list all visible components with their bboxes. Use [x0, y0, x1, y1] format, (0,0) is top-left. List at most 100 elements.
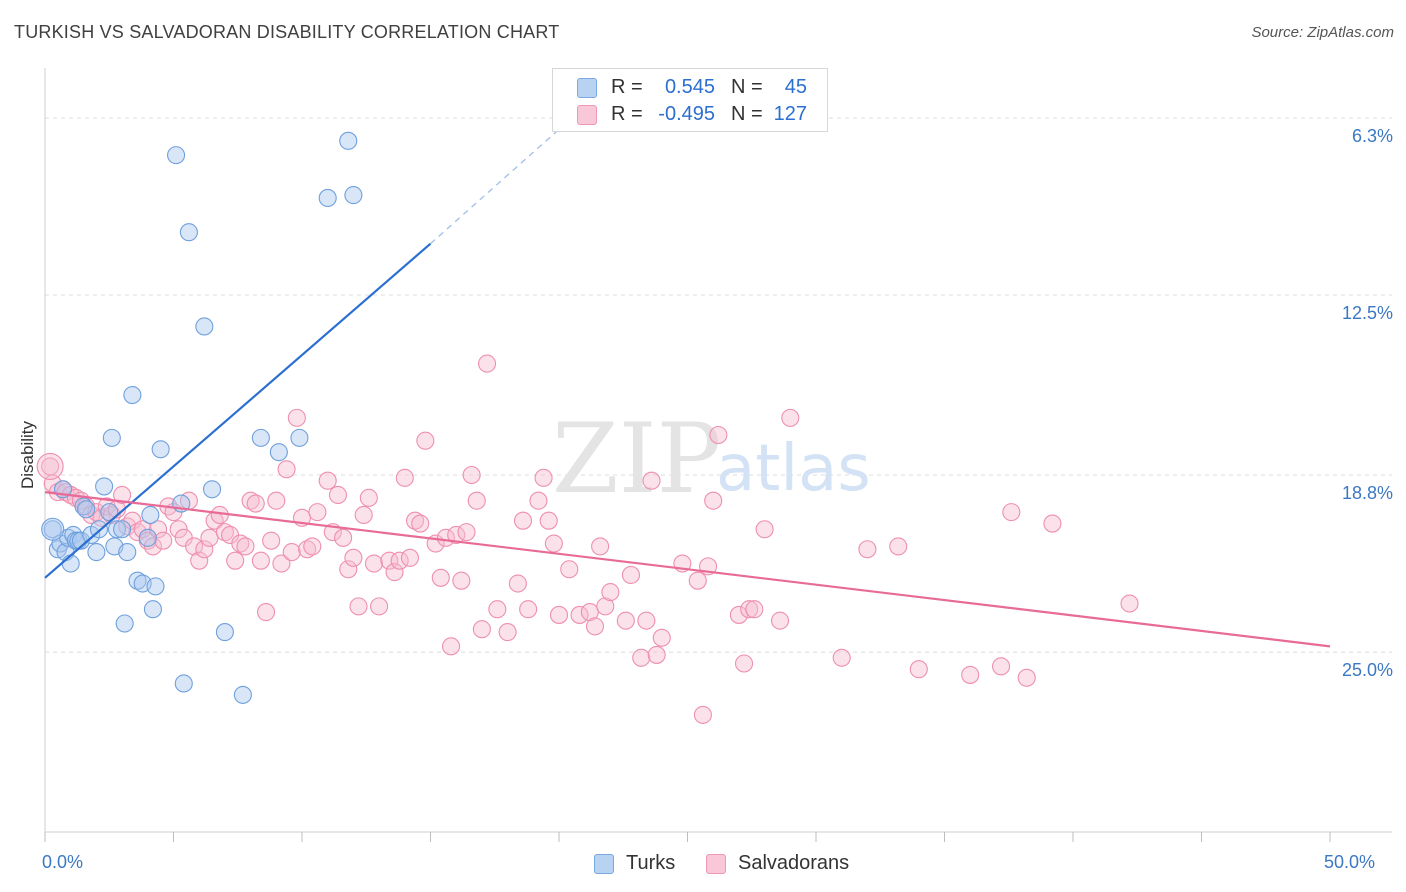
turks-point: [174, 674, 193, 693]
turks-point: [141, 505, 160, 525]
axis-layer: [44, 68, 1392, 842]
salvadorans-legend-swatch: [706, 854, 726, 874]
salvadorans-point: [364, 554, 384, 573]
salvadorans-swatch: [577, 105, 597, 125]
salvadorans-point: [118, 517, 137, 536]
salvadorans-point: [560, 560, 579, 579]
salvadorans-point: [1017, 668, 1036, 687]
salvadorans-point: [596, 597, 615, 616]
legend-row-salvadorans: R = -0.495 N = 127: [553, 101, 827, 127]
salvadorans-point: [287, 408, 306, 427]
y-tick-label: 12.5%: [1341, 303, 1393, 324]
turks-point: [167, 146, 186, 165]
salvadorans-point: [591, 537, 610, 556]
salvadorans-point: [616, 611, 635, 630]
turks-point: [344, 186, 363, 205]
salvadorans-point: [770, 611, 790, 630]
salvadorans-point: [262, 531, 281, 550]
salvadorans-point: [549, 605, 569, 624]
salvadorans-point: [416, 431, 435, 450]
x-tick-left: 0.0%: [42, 852, 84, 872]
series-legend: Turks Salvadorans: [0, 852, 1406, 878]
salvadorans-point: [190, 551, 209, 570]
salvadorans-legend-label: Salvadorans: [738, 852, 850, 874]
salvadorans-point: [318, 471, 337, 490]
turks-legend-label: Turks: [626, 852, 676, 874]
salvadorans-point: [889, 537, 908, 556]
salvadorans-point: [513, 511, 533, 530]
salvadorans-r-label: R =: [611, 103, 643, 125]
salvadorans-point: [961, 665, 980, 684]
turks-point-large: [41, 517, 65, 541]
salvadorans-point: [154, 531, 173, 550]
salvadorans-point: [354, 505, 373, 525]
salvadorans-point: [832, 648, 851, 667]
salvadorans-point: [709, 425, 728, 445]
salvadorans-point: [1002, 503, 1021, 522]
turks-point: [95, 477, 114, 496]
chart-title: TURKISH VS SALVADORAN DISABILITY CORRELA…: [14, 22, 560, 42]
salvadorans-point: [472, 620, 491, 639]
turks-point: [195, 317, 214, 336]
salvadorans-point: [113, 485, 132, 505]
salvadorans-point: [133, 520, 152, 539]
salvadorans-point: [231, 534, 250, 553]
salvadorans-point: [406, 511, 425, 530]
turks-point: [179, 223, 198, 242]
salvadorans-point: [498, 623, 517, 642]
turks-point: [151, 440, 170, 459]
turks-point: [100, 503, 119, 522]
salvadorans-point-large: [36, 452, 64, 480]
turks-point: [113, 520, 132, 539]
salvadorans-point: [308, 503, 327, 522]
y-tick-label: 25.0%: [1341, 660, 1393, 681]
salvadorans-point: [693, 705, 712, 724]
salvadorans-point: [452, 571, 471, 590]
turks-point: [318, 188, 337, 208]
salvadorans-point: [745, 600, 764, 619]
correlation-legend: R = 0.545 N = 45 R = -0.495 N = 127: [552, 68, 828, 132]
salvadorans-point: [400, 548, 419, 567]
salvadorans-point: [632, 648, 651, 667]
salvadorans-point: [447, 525, 466, 545]
turks-point: [128, 571, 147, 590]
salvadorans-point: [226, 551, 245, 570]
salvadorans-point: [637, 611, 656, 630]
salvadorans-point: [143, 537, 162, 556]
turks-r-label: R =: [611, 76, 643, 98]
salvadorans-point: [380, 551, 399, 570]
salvadorans-point: [909, 660, 928, 679]
salvadorans-point: [256, 603, 276, 622]
turks-point: [203, 480, 222, 499]
turks-point: [290, 428, 309, 447]
salvadorans-point: [1043, 514, 1062, 533]
turks-point: [138, 528, 157, 547]
turks-legend-swatch: [594, 854, 614, 874]
salvadorans-point: [781, 408, 800, 427]
salvadorans-point: [339, 560, 358, 579]
salvadorans-point: [272, 554, 291, 573]
salvadorans-point: [56, 483, 75, 502]
turks-point: [146, 577, 165, 596]
salvadorans-point: [298, 540, 317, 559]
salvadorans-point: [436, 528, 455, 547]
salvadorans-point: [467, 491, 486, 510]
salvadorans-point: [652, 628, 671, 647]
turks-point: [251, 428, 270, 447]
turks-point: [143, 600, 162, 619]
salvadorans-point: [241, 491, 260, 510]
salvadorans-point: [246, 494, 265, 513]
watermark: ZIP atlas: [552, 403, 871, 515]
salvadorans-point: [488, 600, 507, 619]
watermark-zip: ZIP: [552, 403, 721, 515]
salvadorans-point: [529, 491, 548, 510]
x-tick-right: 50.0%: [1324, 852, 1376, 872]
salvadorans-point: [601, 583, 620, 602]
salvadorans-point: [185, 537, 204, 556]
turks-point: [233, 685, 252, 704]
turks-point: [339, 131, 358, 150]
source-label: Source: ZipAtlas.com: [1251, 24, 1394, 41]
salvadorans-n-label: N =: [731, 103, 763, 125]
turks-point: [269, 443, 288, 462]
